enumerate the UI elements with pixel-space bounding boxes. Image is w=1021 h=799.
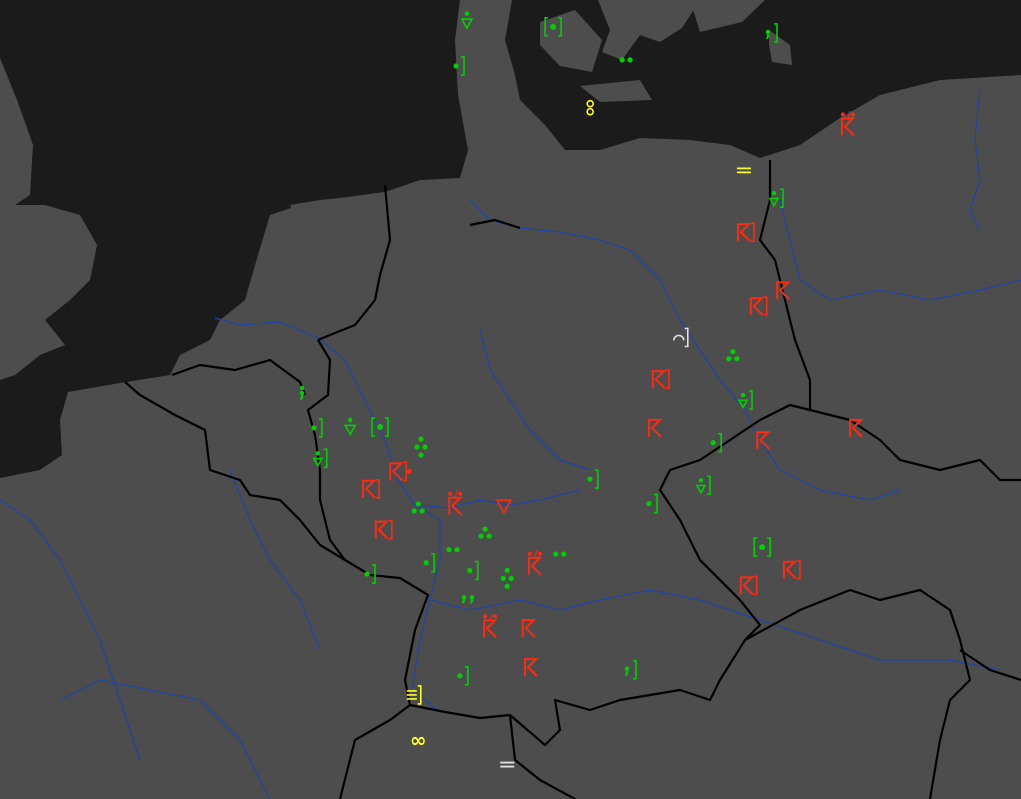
dot-bracket-marker-icon[interactable]	[453, 56, 465, 76]
infinity-marker-icon[interactable]: ∞	[410, 728, 427, 752]
country-border	[306, 160, 812, 747]
dot-comma-marker-icon[interactable]: ,	[299, 385, 305, 402]
zealand-land	[598, 0, 700, 60]
rivers-layer	[0, 89, 1021, 799]
flag-bracket-marker-icon[interactable]	[782, 559, 801, 580]
river	[59, 679, 271, 799]
three-dots-marker-icon[interactable]	[411, 501, 425, 514]
dot-triangle-bracket-marker-icon[interactable]	[737, 390, 753, 410]
double-bar-marker-icon[interactable]	[500, 761, 515, 768]
river	[779, 199, 1021, 301]
dot-triangle-bracket-marker-icon[interactable]	[695, 475, 711, 496]
dot-triangle-bracket-marker-icon[interactable]	[312, 448, 328, 469]
country-border	[809, 408, 1021, 482]
dot-bracket-marker-icon[interactable]	[587, 469, 599, 490]
country-border	[469, 218, 521, 230]
river	[479, 329, 591, 471]
triple-bar-bracket-marker-icon[interactable]	[406, 685, 422, 705]
bornholm-land	[769, 30, 792, 65]
svg-text:/: /	[489, 612, 493, 622]
country-border	[171, 358, 307, 396]
flag-marker-icon[interactable]	[776, 281, 791, 301]
two-commas-marker-icon[interactable]: ,,	[461, 589, 474, 605]
dot-double-bracket-marker-icon[interactable]	[371, 417, 389, 437]
flag-bracket-marker-icon[interactable]	[362, 478, 380, 499]
texel-islands-land	[290, 196, 360, 210]
dot-bracket-marker-icon[interactable]	[364, 564, 376, 584]
flag-marker-icon[interactable]	[647, 418, 663, 438]
dot-triangle-marker-icon[interactable]	[343, 417, 357, 437]
markers-layer: ,,,,, / / / / ∞	[299, 11, 864, 768]
river	[229, 469, 321, 651]
country-border	[124, 381, 346, 561]
arc-bracket-marker-icon[interactable]	[672, 327, 689, 348]
flag-bracket-marker-icon[interactable]	[374, 519, 393, 540]
dot-bracket-marker-icon[interactable]	[311, 418, 323, 438]
country-border	[317, 184, 392, 342]
two-dots-marker-icon[interactable]	[446, 547, 460, 553]
england-land	[0, 58, 97, 380]
flag-dots-marker-icon[interactable]: /	[840, 110, 856, 137]
four-dots-marker-icon[interactable]	[500, 567, 514, 590]
dot-bracket-marker-icon[interactable]	[467, 560, 479, 581]
vertical-infinity-marker-icon[interactable]	[586, 99, 594, 116]
flag-marker-icon[interactable]	[521, 618, 537, 638]
comma-bracket-marker-icon[interactable]: ,	[624, 659, 637, 680]
river	[469, 199, 901, 501]
river	[414, 489, 581, 509]
borders-layer	[124, 160, 1021, 799]
dot-double-bracket-marker-icon[interactable]	[544, 17, 562, 37]
river	[0, 499, 141, 761]
flag-marker-icon[interactable]	[524, 658, 539, 677]
two-dots-marker-icon[interactable]	[553, 551, 567, 557]
dot-bracket-marker-icon[interactable]	[646, 493, 658, 514]
flag-bracket-dot-marker-icon[interactable]	[389, 461, 412, 482]
lolland-land	[580, 80, 652, 102]
inverted-triangle-marker-icon[interactable]	[495, 499, 513, 515]
river	[214, 317, 441, 713]
four-dots-marker-icon[interactable]	[414, 436, 428, 458]
three-dots-marker-icon[interactable]	[726, 349, 740, 362]
scania-land	[690, 0, 765, 32]
flag-marker-icon[interactable]	[849, 418, 864, 438]
flag-bracket-marker-icon[interactable]	[739, 575, 758, 596]
two-dots-marker-icon[interactable]	[619, 57, 633, 63]
country-border	[338, 704, 411, 799]
double-bar-marker-icon[interactable]	[736, 167, 751, 174]
country-border	[508, 714, 576, 799]
dot-bracket-marker-icon[interactable]	[710, 432, 722, 453]
flag-dots-marker-icon[interactable]: /	[448, 490, 463, 516]
comma-bracket-marker-icon[interactable]: ,	[765, 23, 778, 43]
flag-dots-marker-icon[interactable]: /	[527, 550, 543, 576]
flag-bracket-marker-icon[interactable]	[749, 296, 768, 316]
country-border	[744, 588, 972, 799]
dot-bracket-marker-icon[interactable]	[457, 666, 469, 686]
dot-bracket-marker-icon[interactable]	[423, 552, 435, 573]
flag-dots-marker-icon[interactable]: /	[483, 612, 498, 639]
flag-bracket-marker-icon[interactable]	[651, 369, 670, 389]
three-dots-marker-icon[interactable]	[478, 526, 492, 539]
dot-triangle-marker-icon[interactable]	[460, 11, 474, 30]
river	[969, 89, 981, 231]
svg-text:/: /	[534, 550, 538, 560]
dot-triangle-bracket-marker-icon[interactable]	[768, 188, 784, 209]
flag-marker-icon[interactable]	[756, 431, 771, 450]
svg-text:∞: ∞	[410, 728, 427, 752]
country-border	[959, 649, 1021, 682]
svg-text:/: /	[847, 110, 851, 120]
svg-text:/: /	[455, 490, 459, 500]
flag-bracket-marker-icon[interactable]	[737, 222, 755, 242]
dot-double-bracket-marker-icon[interactable]	[753, 537, 771, 557]
river	[429, 589, 1001, 671]
